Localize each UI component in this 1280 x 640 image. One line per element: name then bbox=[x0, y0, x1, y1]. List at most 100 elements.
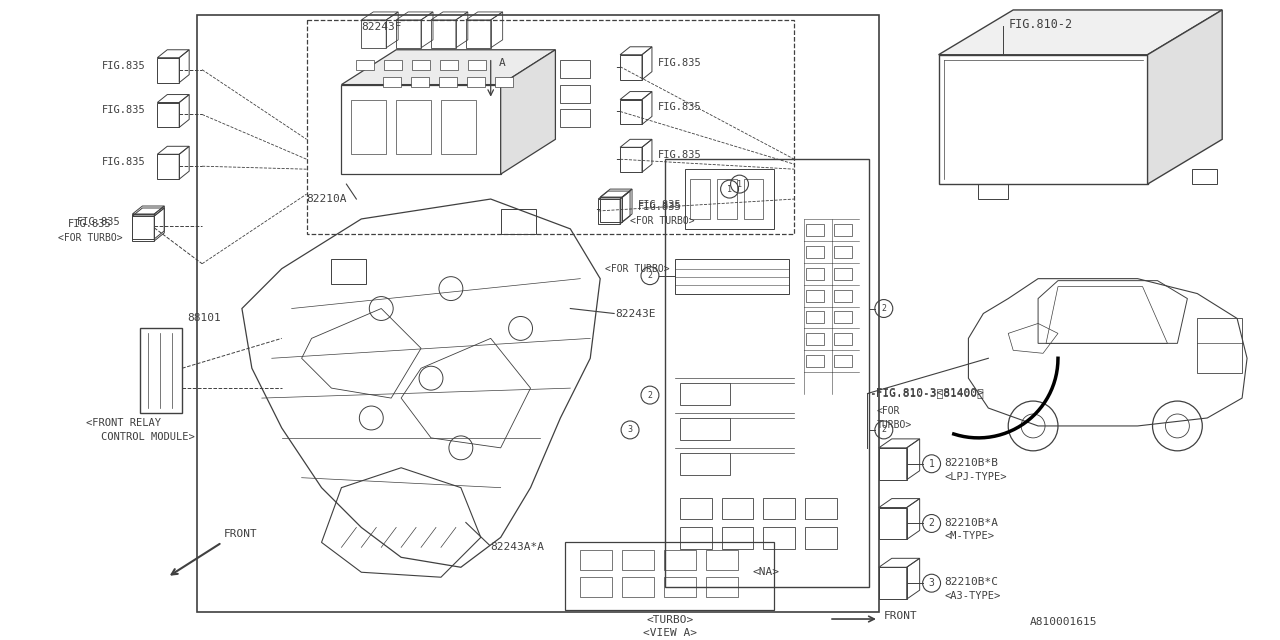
Text: 82243E: 82243E bbox=[616, 308, 655, 319]
Bar bbox=[561, 109, 590, 127]
Bar bbox=[806, 333, 824, 346]
Bar bbox=[835, 268, 852, 280]
Text: <NA>: <NA> bbox=[753, 567, 780, 577]
Text: CONTROL MODULE>: CONTROL MODULE> bbox=[101, 432, 195, 442]
Text: FIG.835: FIG.835 bbox=[101, 61, 146, 70]
Bar bbox=[622, 577, 654, 597]
Bar bbox=[1197, 319, 1242, 373]
Bar bbox=[412, 60, 430, 70]
Text: FRONT: FRONT bbox=[224, 529, 257, 540]
Text: FIG.835: FIG.835 bbox=[101, 106, 146, 115]
Bar bbox=[566, 542, 774, 610]
Bar bbox=[332, 259, 366, 284]
Bar bbox=[690, 179, 709, 219]
Bar bbox=[722, 527, 754, 549]
Bar bbox=[806, 290, 824, 301]
Bar bbox=[680, 383, 730, 405]
Bar bbox=[744, 179, 763, 219]
Bar bbox=[879, 448, 906, 480]
Bar bbox=[307, 20, 795, 234]
Bar bbox=[361, 20, 387, 48]
Text: 2: 2 bbox=[882, 426, 886, 435]
Polygon shape bbox=[342, 50, 556, 84]
Bar bbox=[440, 60, 458, 70]
Text: <FOR TURBO>: <FOR TURBO> bbox=[58, 233, 123, 243]
Bar bbox=[680, 418, 730, 440]
Bar bbox=[763, 527, 795, 549]
Text: <FOR TURBO>: <FOR TURBO> bbox=[605, 264, 669, 274]
Bar bbox=[620, 55, 643, 79]
Text: 2: 2 bbox=[648, 271, 653, 280]
Text: 82243F: 82243F bbox=[361, 22, 402, 32]
Bar bbox=[705, 577, 737, 597]
Text: <A3-TYPE>: <A3-TYPE> bbox=[945, 591, 1001, 601]
Text: <VIEW A>: <VIEW A> bbox=[643, 628, 696, 638]
Text: TURBO>: TURBO> bbox=[877, 420, 913, 430]
Polygon shape bbox=[938, 55, 1148, 184]
Bar bbox=[717, 179, 736, 219]
Bar bbox=[680, 453, 730, 475]
Bar bbox=[763, 498, 795, 520]
Text: FIG.835: FIG.835 bbox=[77, 217, 120, 227]
Bar bbox=[620, 100, 643, 124]
Text: FIG.835: FIG.835 bbox=[637, 202, 682, 212]
Bar bbox=[132, 214, 155, 239]
Bar bbox=[157, 58, 179, 83]
Text: <M-TYPE>: <M-TYPE> bbox=[945, 531, 995, 541]
Bar bbox=[467, 77, 485, 86]
Bar bbox=[580, 550, 612, 570]
Bar bbox=[397, 100, 431, 154]
Text: FIG.810-2: FIG.810-2 bbox=[1009, 18, 1073, 31]
Text: 2: 2 bbox=[648, 390, 653, 399]
Text: 2: 2 bbox=[882, 304, 886, 313]
Text: 82210B*C: 82210B*C bbox=[945, 577, 998, 588]
Bar bbox=[978, 184, 1009, 199]
Text: <FRONT RELAY: <FRONT RELAY bbox=[86, 418, 161, 428]
Text: <FOR: <FOR bbox=[877, 406, 900, 416]
Bar bbox=[561, 60, 590, 77]
Bar bbox=[383, 77, 401, 86]
Bar bbox=[685, 169, 774, 229]
Text: 82210A: 82210A bbox=[307, 194, 347, 204]
Bar bbox=[806, 355, 824, 367]
Bar bbox=[806, 312, 824, 323]
Bar bbox=[705, 550, 737, 570]
Polygon shape bbox=[500, 50, 556, 174]
Bar bbox=[157, 154, 179, 179]
Bar bbox=[664, 550, 696, 570]
Bar bbox=[806, 246, 824, 258]
Text: 82210B*B: 82210B*B bbox=[945, 458, 998, 468]
Bar bbox=[500, 209, 535, 234]
Bar bbox=[680, 498, 712, 520]
Bar bbox=[664, 159, 869, 587]
Text: <TURBO>: <TURBO> bbox=[646, 615, 694, 625]
Text: -FIG.810-3<81400>: -FIG.810-3<81400> bbox=[869, 388, 983, 398]
Bar bbox=[622, 550, 654, 570]
Bar bbox=[598, 199, 620, 224]
Text: 1: 1 bbox=[929, 459, 934, 468]
Text: 82243A*A: 82243A*A bbox=[490, 542, 545, 552]
Polygon shape bbox=[342, 84, 500, 174]
Bar bbox=[835, 333, 852, 346]
Bar bbox=[620, 147, 643, 172]
Polygon shape bbox=[938, 10, 1222, 55]
Bar bbox=[675, 259, 790, 294]
Text: A810001615: A810001615 bbox=[1030, 617, 1098, 627]
Bar bbox=[806, 268, 824, 280]
Bar bbox=[197, 15, 879, 612]
Bar bbox=[879, 567, 906, 599]
Bar bbox=[439, 77, 457, 86]
Text: <LPJ-TYPE>: <LPJ-TYPE> bbox=[945, 472, 1007, 482]
Bar bbox=[879, 508, 906, 540]
Bar bbox=[805, 498, 837, 520]
Text: FIG.835: FIG.835 bbox=[101, 157, 146, 167]
Bar bbox=[561, 84, 590, 102]
Text: FRONT: FRONT bbox=[883, 611, 918, 621]
Text: -FIG.810-3〈81400〉: -FIG.810-3〈81400〉 bbox=[869, 388, 983, 398]
Bar bbox=[805, 527, 837, 549]
Bar bbox=[440, 100, 476, 154]
Text: FIG.835: FIG.835 bbox=[658, 58, 701, 68]
Text: FIG.835: FIG.835 bbox=[658, 102, 701, 113]
Bar bbox=[141, 328, 182, 413]
Bar bbox=[494, 77, 512, 86]
